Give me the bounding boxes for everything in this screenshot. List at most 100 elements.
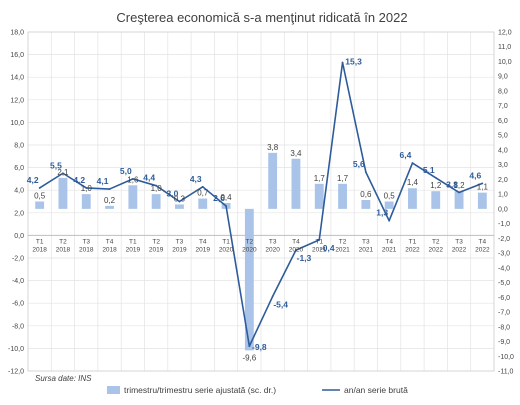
left-axis-tick: -6,0 — [12, 301, 24, 308]
category-quarter-label: T3 — [362, 238, 370, 245]
category-quarter-label: T2 — [432, 238, 440, 245]
line-point — [85, 187, 88, 189]
left-axis-tick: 12,0 — [10, 97, 24, 104]
right-axis-tick: -8,0 — [498, 324, 510, 331]
line-data-label: 6,4 — [400, 150, 412, 160]
right-axis-tick: -2,0 — [498, 236, 510, 243]
bar-data-label: 0,3 — [174, 194, 186, 203]
bar-data-label: 0,4 — [220, 193, 232, 202]
bar — [268, 152, 278, 209]
right-axis-tick: -7,0 — [498, 310, 510, 317]
right-axis-tick: -6,0 — [498, 295, 510, 302]
line-point — [341, 61, 344, 64]
line-data-label: 5,1 — [423, 165, 435, 175]
line-data-label: 2,6 — [213, 193, 225, 203]
left-axis-tick: 4,0 — [14, 188, 24, 195]
right-axis-tick: 5,0 — [498, 133, 508, 140]
bar-data-label: 3,4 — [290, 149, 302, 158]
left-axis-tick: 2,0 — [14, 210, 24, 217]
right-axis-tick: 11,0 — [498, 44, 511, 51]
line-data-label: 5,5 — [50, 160, 62, 170]
line-point — [271, 295, 274, 298]
category-year-label: 2022 — [452, 246, 467, 253]
bar — [384, 201, 394, 209]
category-quarter-label: T4 — [106, 238, 114, 245]
bar — [314, 183, 324, 209]
line-data-label: 4,2 — [27, 175, 39, 185]
category-year-label: 2021 — [359, 246, 374, 253]
line-point — [295, 249, 297, 251]
line-data-label: 5,0 — [120, 166, 132, 176]
right-axis-tick: -9,0 — [498, 339, 510, 346]
right-axis-tick: -1,0 — [498, 221, 510, 228]
right-axis-tick: 10,0 — [498, 59, 512, 66]
category-quarter-label: T3 — [269, 238, 277, 245]
bar-data-label: 1,7 — [314, 174, 326, 183]
left-axis-tick: 10,0 — [10, 120, 24, 127]
gridlines — [27, 31, 495, 372]
category-quarter-label: T1 — [222, 238, 230, 245]
bar-data-label: 0,5 — [34, 192, 46, 201]
chart-title: Creşterea economică s-a menţinut ridicat… — [116, 10, 407, 25]
right-axis-tick: 1,0 — [498, 192, 508, 199]
bar — [128, 185, 138, 209]
plot-area-border — [27, 31, 495, 372]
bar-data-label: 1,7 — [337, 174, 349, 183]
line-point — [178, 200, 181, 203]
line-data-label: -5,4 — [273, 299, 288, 309]
bar-data-label: 1,4 — [407, 178, 419, 187]
category-year-label: 2018 — [79, 246, 94, 253]
left-axis-tick: -2,0 — [12, 256, 24, 263]
left-axis-tick: 8,0 — [14, 143, 24, 150]
line-point — [201, 185, 204, 188]
category-quarter-label: T4 — [479, 238, 487, 245]
line-data-label: 5,6 — [353, 159, 365, 169]
legend-bar-swatch — [107, 386, 120, 394]
right-axis-tick: -11,0 — [498, 369, 514, 376]
category-quarter-label: T4 — [199, 238, 207, 245]
category-year-label: 2021 — [382, 246, 397, 253]
line-point — [364, 171, 367, 174]
bar — [244, 208, 254, 351]
bar — [175, 204, 184, 209]
left-axis-tick: -8,0 — [12, 323, 24, 330]
bar — [477, 192, 487, 209]
bar — [338, 183, 347, 209]
category-quarter-label: T1 — [129, 238, 137, 245]
category-quarter-label: T4 — [292, 238, 300, 245]
line-data-label: 3,8 — [446, 179, 458, 189]
line-data-label: 1,3 — [376, 208, 388, 218]
category-quarter-label: T3 — [455, 238, 463, 245]
category-year-label: 2019 — [196, 246, 211, 253]
category-quarter-label: T2 — [59, 238, 67, 245]
category-quarter-label: T1 — [36, 238, 44, 245]
bar — [408, 188, 417, 209]
left-axis-tick: 18,0 — [10, 30, 24, 37]
line-series — [38, 61, 484, 348]
category-quarter-label: T1 — [315, 238, 323, 245]
line-point — [62, 172, 64, 175]
bar — [198, 198, 208, 209]
data-labels: 4,25,54,2 4,15,04,43,04,32,6-9,8-5,4-1,3-… — [27, 57, 489, 363]
line-data-label: 4,3 — [190, 174, 202, 184]
bar-data-label: 0,2 — [104, 196, 116, 205]
bar — [454, 191, 464, 209]
left-axis-tick: 16,0 — [10, 52, 24, 59]
bar — [151, 194, 161, 209]
category-quarter-label: T2 — [152, 238, 160, 245]
category-quarter-label: T3 — [176, 238, 184, 245]
category-quarter-label: T4 — [385, 238, 393, 245]
line-data-label: -1,3 — [297, 253, 312, 263]
category-year-label: 2021 — [312, 246, 327, 253]
bar — [291, 158, 301, 209]
category-year-label: 2022 — [429, 246, 444, 253]
bar-data-label: 0,6 — [360, 190, 372, 199]
bar — [81, 194, 91, 209]
right-axis-tick: 3,0 — [498, 162, 508, 169]
right-axis-tick: 4,0 — [498, 147, 508, 154]
category-year-label: 2020 — [289, 246, 304, 253]
category-year-label: 2020 — [219, 246, 234, 253]
left-axis-tick: -10,0 — [8, 346, 24, 353]
